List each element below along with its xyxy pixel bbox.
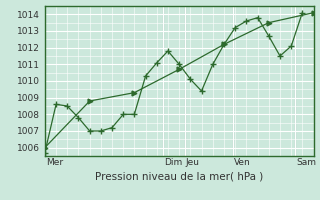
Text: Ven: Ven xyxy=(234,158,251,167)
Text: Sam: Sam xyxy=(296,158,316,167)
Text: Jeu: Jeu xyxy=(186,158,200,167)
X-axis label: Pression niveau de la mer( hPa ): Pression niveau de la mer( hPa ) xyxy=(95,172,263,182)
Text: Dim: Dim xyxy=(164,158,183,167)
Text: Mer: Mer xyxy=(46,158,63,167)
